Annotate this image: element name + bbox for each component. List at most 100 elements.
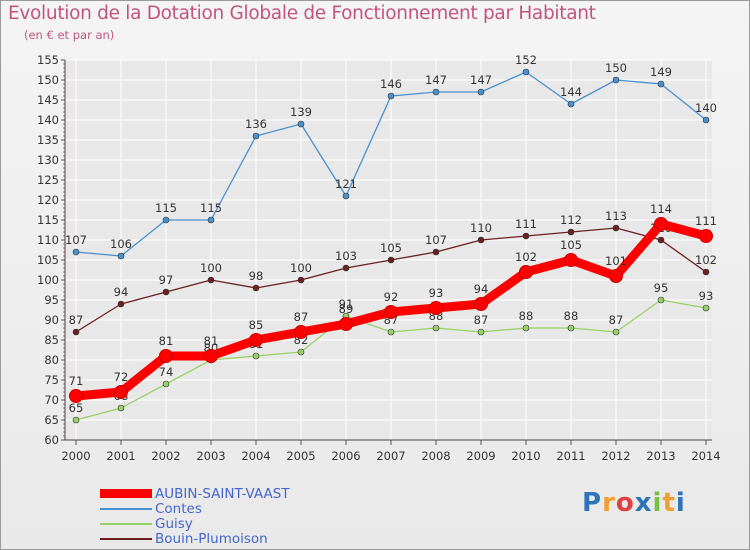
data-label-bouin-plumoison-2005: 100 xyxy=(290,261,312,275)
data-point-aubin-saint-vaast-2014 xyxy=(699,229,713,243)
x-tick-label-2013: 2013 xyxy=(646,449,675,463)
data-point-guisy-2002 xyxy=(162,380,170,388)
data-point-bouin-plumoison-2008 xyxy=(432,248,440,256)
y-tick-label-110: 110 xyxy=(37,233,59,247)
data-point-contes-2014 xyxy=(702,116,710,124)
data-point-bouin-plumoison-2005 xyxy=(297,276,305,284)
data-label-bouin-plumoison-2009: 110 xyxy=(470,221,492,235)
data-point-aubin-saint-vaast-2001 xyxy=(114,385,128,399)
data-label-aubin-saint-vaast-2006: 89 xyxy=(339,302,354,316)
data-point-bouin-plumoison-2014 xyxy=(702,268,710,276)
legend-item-guisy: Guisy xyxy=(100,515,290,532)
legend-item-aubin: AUBIN-SAINT-VAAST xyxy=(100,485,290,502)
legend-swatch-guisy xyxy=(100,522,152,525)
y-tick-label-100: 100 xyxy=(37,273,59,287)
y-tick-label-155: 155 xyxy=(37,53,59,67)
y-tick-label-140: 140 xyxy=(37,113,59,127)
y-tick-label-70: 70 xyxy=(44,393,59,407)
data-point-bouin-plumoison-2003 xyxy=(207,276,215,284)
y-tick-label-120: 120 xyxy=(37,193,59,207)
data-point-contes-2011 xyxy=(567,100,575,108)
data-label-aubin-saint-vaast-2009: 94 xyxy=(474,282,489,296)
data-point-contes-2009 xyxy=(477,88,485,96)
data-label-contes-2005: 139 xyxy=(290,105,312,119)
data-label-guisy-2000: 65 xyxy=(69,401,84,415)
data-point-aubin-saint-vaast-2012 xyxy=(609,269,623,283)
legend-item-contes: Contes xyxy=(100,500,290,517)
data-label-aubin-saint-vaast-2003: 81 xyxy=(204,334,219,348)
data-label-contes-2009: 147 xyxy=(470,73,492,87)
legend-label-aubin: AUBIN-SAINT-VAAST xyxy=(155,485,290,502)
data-point-aubin-saint-vaast-2000 xyxy=(69,389,83,403)
data-label-contes-2001: 106 xyxy=(110,237,132,251)
data-point-guisy-2004 xyxy=(252,352,260,360)
data-point-guisy-2012 xyxy=(612,328,620,336)
data-label-contes-2013: 149 xyxy=(650,65,672,79)
data-label-guisy-2009: 87 xyxy=(474,313,489,327)
data-point-bouin-plumoison-2010 xyxy=(522,232,530,240)
data-point-contes-2003 xyxy=(207,216,215,224)
y-tick-label-75: 75 xyxy=(44,373,59,387)
x-tick-label-2012: 2012 xyxy=(601,449,630,463)
data-point-contes-2012 xyxy=(612,76,620,84)
x-tick-label-2008: 2008 xyxy=(421,449,450,463)
data-point-aubin-saint-vaast-2002 xyxy=(159,349,173,363)
data-label-contes-2014: 140 xyxy=(695,101,717,115)
data-label-bouin-plumoison-2006: 103 xyxy=(335,249,357,263)
data-point-guisy-2001 xyxy=(117,404,125,412)
data-point-guisy-2011 xyxy=(567,324,575,332)
data-label-aubin-saint-vaast-2001: 72 xyxy=(114,370,129,384)
y-tick-label-90: 90 xyxy=(44,313,59,327)
plot-area xyxy=(65,60,712,440)
legend-label-bouin: Bouin-Plumoison xyxy=(155,530,268,547)
data-label-guisy-2002: 74 xyxy=(159,365,174,379)
data-label-aubin-saint-vaast-2013: 114 xyxy=(650,202,672,216)
data-label-aubin-saint-vaast-2000: 71 xyxy=(69,374,84,388)
data-label-bouin-plumoison-2011: 112 xyxy=(560,213,582,227)
data-label-bouin-plumoison-2004: 98 xyxy=(249,269,264,283)
legend-label-contes: Contes xyxy=(155,500,202,517)
data-label-contes-2008: 147 xyxy=(425,73,447,87)
data-point-contes-2000 xyxy=(72,248,80,256)
data-point-contes-2002 xyxy=(162,216,170,224)
data-label-guisy-2013: 95 xyxy=(654,281,669,295)
y-tick-label-135: 135 xyxy=(37,133,59,147)
y-tick-label-130: 130 xyxy=(37,153,59,167)
data-point-contes-2004 xyxy=(252,132,260,140)
data-label-contes-2000: 107 xyxy=(65,233,87,247)
x-tick-label-2001: 2001 xyxy=(106,449,135,463)
data-point-bouin-plumoison-2001 xyxy=(117,300,125,308)
data-point-guisy-2005 xyxy=(297,348,305,356)
chart-legend: AUBIN-SAINT-VAAST Contes Guisy Bouin-Plu… xyxy=(100,485,290,547)
data-point-bouin-plumoison-2002 xyxy=(162,288,170,296)
data-point-bouin-plumoison-2007 xyxy=(387,256,395,264)
data-point-bouin-plumoison-2000 xyxy=(72,328,80,336)
data-label-bouin-plumoison-2008: 107 xyxy=(425,233,447,247)
y-tick-label-115: 115 xyxy=(37,213,59,227)
data-label-contes-2011: 144 xyxy=(560,85,582,99)
data-point-aubin-saint-vaast-2003 xyxy=(204,349,218,363)
data-point-aubin-saint-vaast-2013 xyxy=(654,217,668,231)
y-tick-label-80: 80 xyxy=(44,353,59,367)
legend-swatch-aubin xyxy=(100,489,152,498)
y-tick-label-150: 150 xyxy=(37,73,59,87)
x-tick-label-2002: 2002 xyxy=(151,449,180,463)
data-point-aubin-saint-vaast-2006 xyxy=(339,317,353,331)
x-tick-label-2003: 2003 xyxy=(196,449,225,463)
x-tick-label-2007: 2007 xyxy=(376,449,405,463)
data-label-contes-2007: 146 xyxy=(380,77,402,91)
data-label-aubin-saint-vaast-2011: 105 xyxy=(560,238,582,252)
y-tick-label-85: 85 xyxy=(44,333,59,347)
legend-label-guisy: Guisy xyxy=(155,515,193,532)
legend-swatch-contes xyxy=(100,507,152,510)
data-point-aubin-saint-vaast-2005 xyxy=(294,325,308,339)
data-point-guisy-2008 xyxy=(432,324,440,332)
data-label-bouin-plumoison-2012: 113 xyxy=(605,209,627,223)
data-label-contes-2004: 136 xyxy=(245,117,267,131)
data-label-contes-2003: 115 xyxy=(200,201,222,215)
data-point-aubin-saint-vaast-2009 xyxy=(474,297,488,311)
data-label-aubin-saint-vaast-2002: 81 xyxy=(159,334,174,348)
legend-item-bouin: Bouin-Plumoison xyxy=(100,530,290,547)
data-label-guisy-2014: 93 xyxy=(699,289,714,303)
